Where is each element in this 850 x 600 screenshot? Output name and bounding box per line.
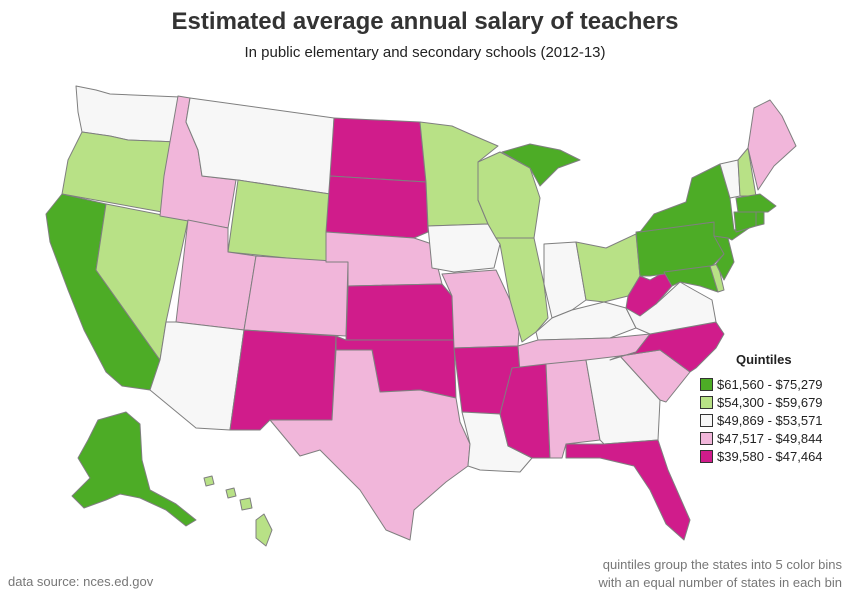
state-ak[interactable]: [71, 411, 197, 527]
state-mi[interactable]: [501, 143, 581, 187]
state-hi-islands-2[interactable]: [239, 497, 253, 511]
state-wy[interactable]: [227, 179, 331, 263]
state-hi-islands-3[interactable]: [203, 475, 215, 487]
state-ri[interactable]: [755, 211, 765, 227]
legend-title: Quintiles: [736, 352, 792, 367]
map-title: Estimated average annual salary of teach…: [171, 8, 679, 35]
state-me[interactable]: [747, 99, 797, 191]
state-ma[interactable]: [735, 193, 777, 213]
legend-item: $61,560 - $75,279: [700, 375, 845, 393]
state-hi[interactable]: [255, 513, 273, 547]
state-de[interactable]: [709, 263, 725, 293]
legend-item: $54,300 - $59,679: [700, 393, 845, 411]
state-va[interactable]: [625, 281, 717, 335]
legend-swatch: [700, 377, 713, 391]
data-source-note: data source: nces.ed.gov: [8, 574, 154, 589]
legend-item: $39,580 - $47,464: [700, 447, 845, 465]
state-ia[interactable]: [427, 223, 501, 273]
legend-label: $54,300 - $59,679: [717, 394, 823, 410]
legend-swatch: [700, 431, 713, 445]
state-ks[interactable]: [345, 283, 455, 341]
state-az[interactable]: [149, 321, 245, 431]
legend-label: $49,869 - $53,571: [717, 412, 823, 428]
legend-item: $49,869 - $53,571: [700, 411, 845, 429]
legend-label: $47,517 - $49,844: [717, 430, 823, 446]
quintile-note-line-2: with an equal number of states in each b…: [598, 575, 842, 590]
legend-swatch: [700, 395, 713, 409]
quintile-note: quintiles group the states into 5 color …: [598, 556, 842, 592]
state-tx[interactable]: [269, 349, 471, 541]
legend-label: $39,580 - $47,464: [717, 448, 823, 464]
state-nm[interactable]: [229, 329, 337, 431]
state-nd[interactable]: [329, 117, 427, 183]
quintile-note-line-1: quintiles group the states into 5 color …: [602, 557, 842, 572]
state-sd[interactable]: [325, 175, 429, 239]
state-hi-islands[interactable]: [225, 487, 237, 499]
map-subtitle: In public elementary and secondary schoo…: [244, 44, 606, 61]
legend: Quintiles $61,560 - $75,279 $54,300 - $5…: [700, 352, 845, 465]
state-ct[interactable]: [733, 211, 757, 233]
legend-swatch: [700, 449, 713, 463]
state-fl[interactable]: [565, 439, 691, 541]
legend-swatch: [700, 413, 713, 427]
legend-item: $47,517 - $49,844: [700, 429, 845, 447]
state-co[interactable]: [243, 255, 349, 337]
legend-label: $61,560 - $75,279: [717, 376, 823, 392]
